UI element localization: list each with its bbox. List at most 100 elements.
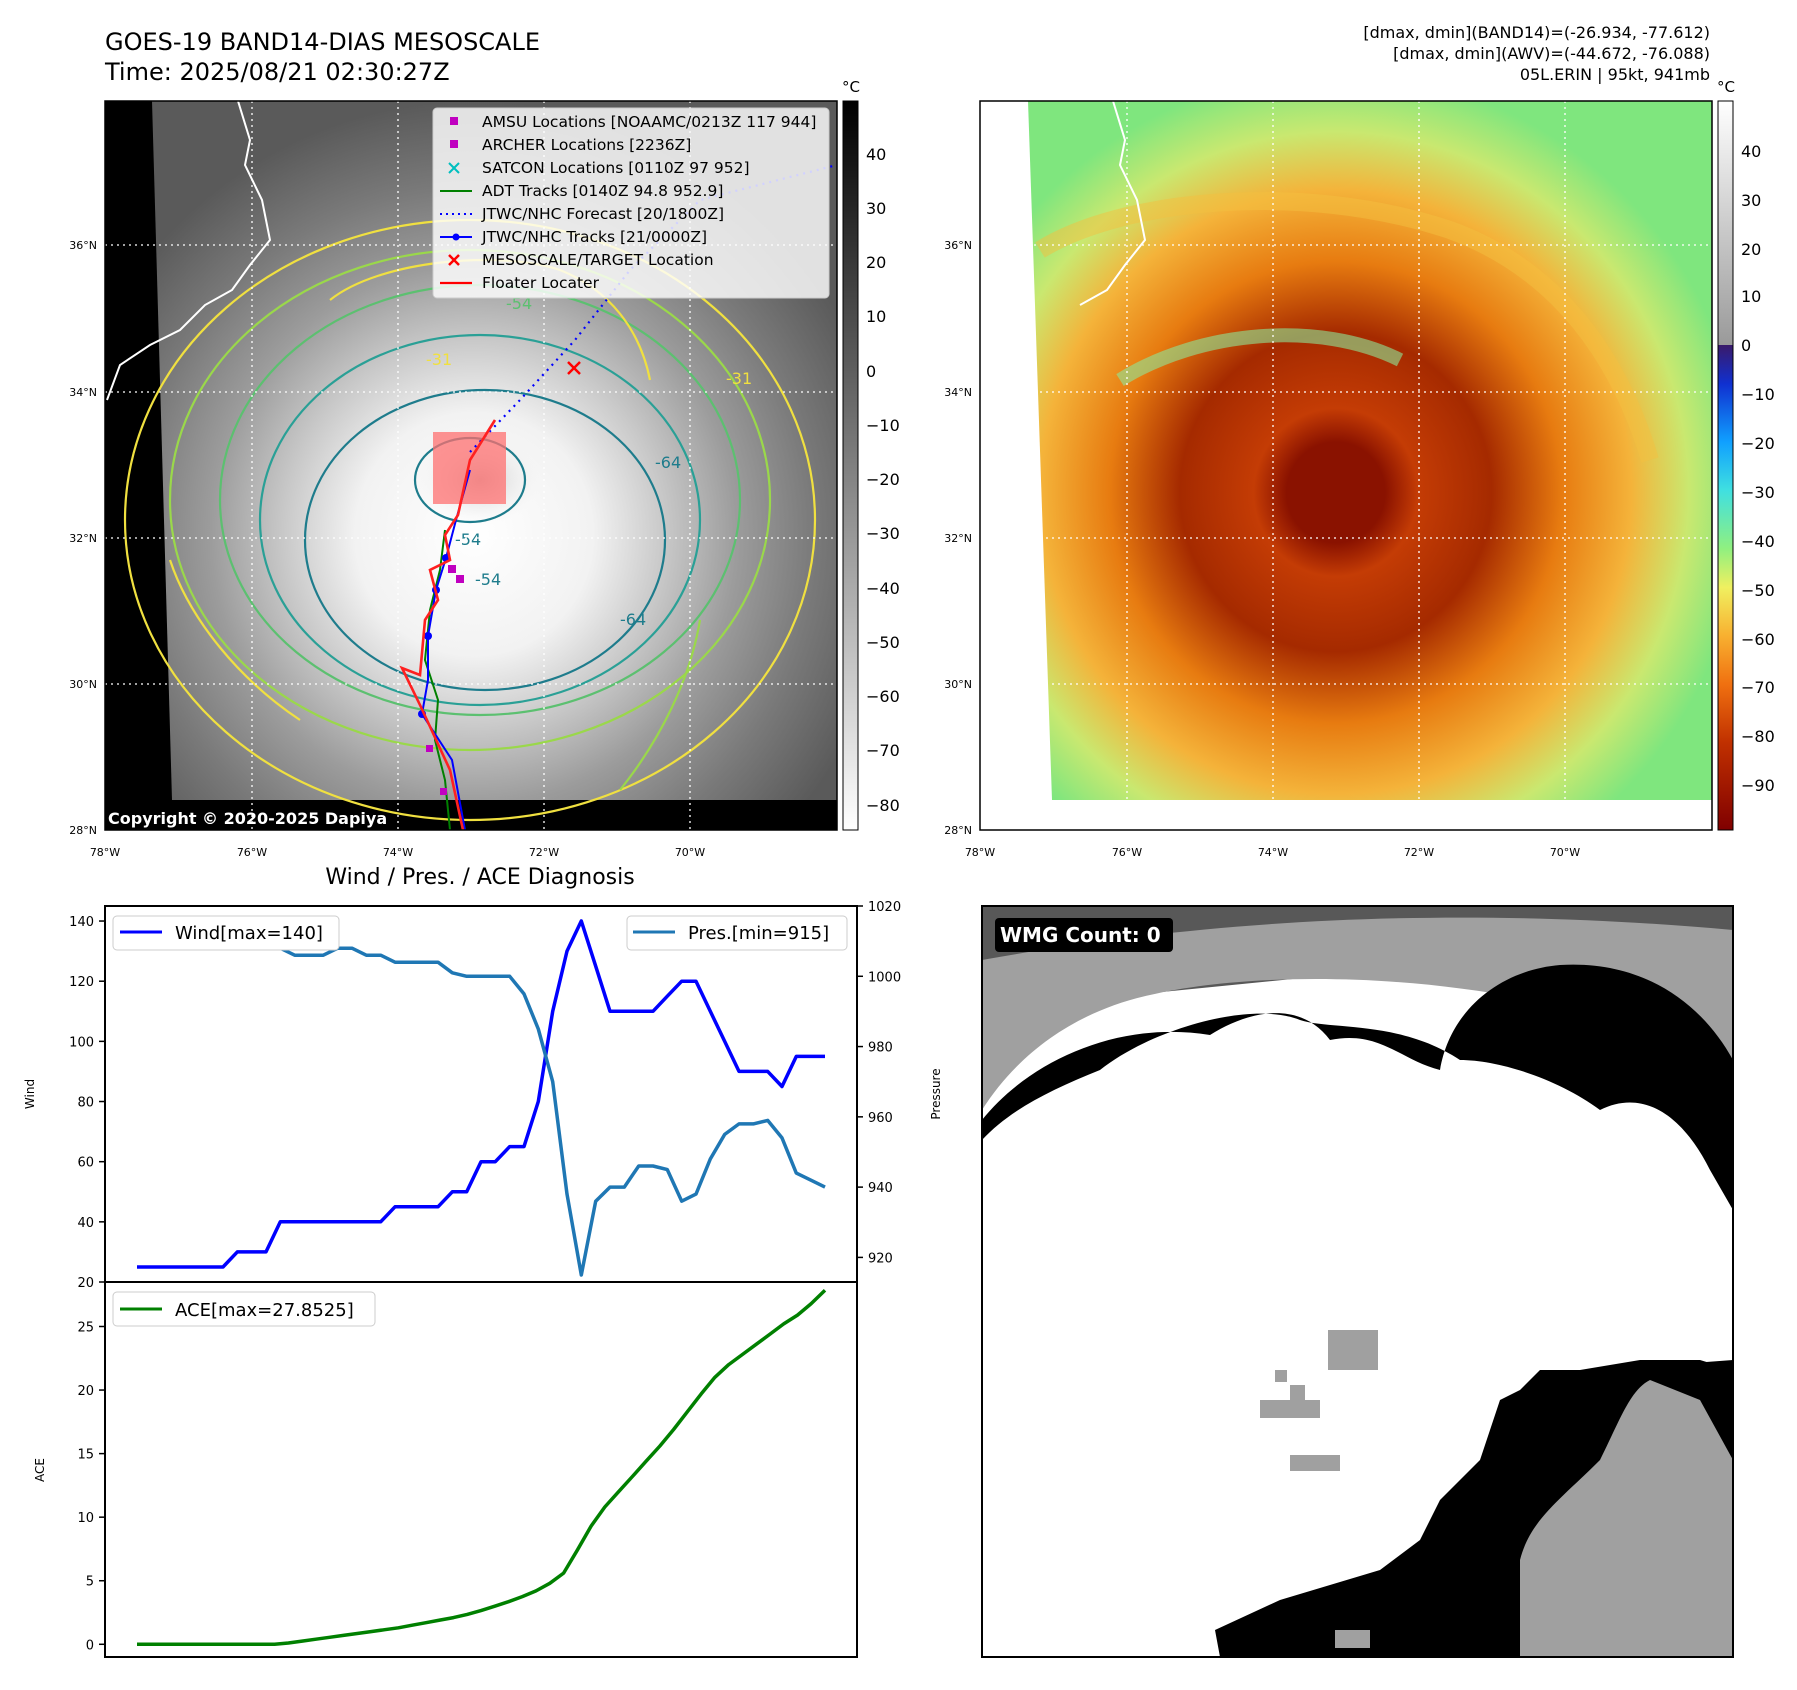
svg-text:78°W: 78°W: [90, 846, 120, 859]
svg-text:-31: -31: [426, 350, 452, 369]
svg-text:°C: °C: [1717, 78, 1735, 96]
pressure-series-line: [137, 921, 826, 1277]
ace-axis-label: ACE: [33, 1458, 47, 1482]
wind-tick-label: 60: [77, 1156, 94, 1171]
map-legend: AMSU Locations [NOAAMC/0213Z 117 944] AR…: [432, 107, 830, 299]
pressure-tick-label: 940: [868, 1181, 893, 1196]
wind-tick-label: 20: [77, 1276, 94, 1291]
svg-text:72°W: 72°W: [529, 846, 559, 859]
archer-markers: [426, 565, 464, 795]
pressure-tick-label: 1000: [868, 970, 901, 985]
wmg-gray-patch: [1290, 1455, 1340, 1471]
figure-title-line2: Time: 2025/08/21 02:30:27Z: [104, 58, 450, 86]
svg-text:-54: -54: [455, 530, 481, 549]
svg-text:36°N: 36°N: [69, 239, 97, 252]
awv-colorbar: °C 40 30 20 10 0 −10 −20 −30 −40 −50 −60…: [1717, 78, 1775, 831]
awv-cb-tick: −60: [1741, 630, 1775, 649]
svg-text:30°N: 30°N: [69, 678, 97, 691]
ir-cb-tick: −50: [866, 633, 900, 652]
awv-cb-tick: −90: [1741, 776, 1775, 795]
ace-legend-label: ACE[max=27.8525]: [175, 1300, 354, 1321]
legend-satcon: SATCON Locations [0110Z 97 952]: [482, 159, 750, 177]
svg-text:78°W: 78°W: [965, 846, 995, 859]
svg-text:34°N: 34°N: [69, 386, 97, 399]
pressure-tick-label: 920: [868, 1251, 893, 1266]
left-map-lat-labels: 36°N 34°N 32°N 30°N 28°N: [69, 239, 97, 837]
svg-text:-64: -64: [620, 610, 646, 629]
legend-jtwc-tracks: JTWC/NHC Tracks [21/0000Z]: [481, 228, 707, 246]
wmg-panel: WMG Count: 0: [981, 905, 1734, 1658]
wmg-count-box: [995, 918, 1173, 952]
svg-text:28°N: 28°N: [69, 824, 97, 837]
wmg-gray-patch: [1328, 1330, 1378, 1370]
svg-text:-31: -31: [726, 369, 752, 388]
floater-locater-track: [399, 419, 497, 830]
coastline: [1079, 101, 1147, 306]
info-line3: 05L.ERIN | 95kt, 941mb: [1520, 65, 1710, 84]
wind-axis-label: Wind: [23, 1079, 37, 1109]
awv-cb-tick: −30: [1741, 483, 1775, 502]
map-gridlines: [980, 101, 1712, 830]
svg-text:32°N: 32°N: [944, 532, 972, 545]
pressure-legend-label: Pres.[min=915]: [688, 923, 829, 944]
svg-text:30°N: 30°N: [944, 678, 972, 691]
wind-tick-label: 80: [77, 1096, 94, 1111]
contour-labels: -54 -31 -31 -64 -54 -54 -64: [426, 294, 752, 629]
svg-text:34°N: 34°N: [944, 386, 972, 399]
adt-track: [423, 529, 451, 830]
awv-cb-tick: −80: [1741, 727, 1775, 746]
legend-amsu: AMSU Locations [NOAAMC/0213Z 117 944]: [482, 113, 816, 131]
svg-text:28°N: 28°N: [944, 824, 972, 837]
wmg-top-black-band: [982, 964, 1733, 1210]
ace-tick-label: 10: [77, 1511, 94, 1526]
svg-text:-54: -54: [506, 294, 532, 313]
ace-tick-label: 25: [77, 1320, 94, 1335]
ir-cb-tick: −60: [866, 687, 900, 706]
ace-tick-label: 5: [86, 1575, 94, 1590]
ir-cb-tick: 10: [866, 307, 886, 326]
ace-tick-label: 15: [77, 1448, 94, 1463]
legend-floater: Floater Locater: [482, 274, 600, 292]
awv-cb-tick: −20: [1741, 434, 1775, 453]
svg-text:-54: -54: [475, 570, 501, 589]
awv-cb-tick: −40: [1741, 532, 1775, 551]
ace-series-line: [137, 1289, 827, 1647]
svg-text:72°W: 72°W: [1404, 846, 1434, 859]
ir-map-panel: -54 -31 -31 -64 -54 -54 -64: [69, 100, 838, 859]
svg-text:76°W: 76°W: [237, 846, 267, 859]
wind-tick-label: 120: [69, 975, 94, 990]
wmg-count-label: WMG Count: 0: [1000, 923, 1161, 947]
wind-pressure-chart: Wind Pressure 20 40 60 80 100 120 140 920 940 96…: [23, 900, 943, 1291]
awv-cb-tick: 0: [1741, 336, 1751, 355]
diagnosis-title: Wind / Pres. / ACE Diagnosis: [325, 865, 634, 890]
svg-text:°C: °C: [842, 78, 860, 96]
pressure-tick-label: 960: [868, 1111, 893, 1126]
legend-forecast: JTWC/NHC Forecast [20/1800Z]: [481, 205, 724, 223]
legend-adt: ADT Tracks [0140Z 94.8 952.9]: [482, 182, 723, 200]
wind-legend: Wind[max=140]: [112, 915, 340, 951]
wmg-gray-patch: [1275, 1370, 1287, 1382]
ir-cb-tick: 30: [866, 199, 886, 218]
ace-tick-label: 0: [86, 1638, 94, 1653]
wmg-gray-patch: [1290, 1385, 1305, 1400]
awv-cb-tick: 40: [1741, 142, 1761, 161]
svg-text:70°W: 70°W: [675, 846, 705, 859]
wmg-gray-patch: [1335, 1630, 1370, 1648]
awv-cb-tick: 20: [1741, 240, 1761, 259]
svg-text:74°W: 74°W: [1258, 846, 1288, 859]
legend-mesoscale: MESOSCALE/TARGET Location: [482, 251, 714, 269]
wind-tick-label: 140: [69, 915, 94, 930]
ir-cb-tick: 0: [866, 362, 876, 381]
ace-chart: ACE 0 5 10 15 20 25 ACE[max=27.8525]: [33, 1281, 858, 1658]
right-map-lon-labels: 78°W 76°W 74°W 72°W 70°W: [965, 846, 1580, 859]
pressure-tick-label: 1020: [868, 900, 901, 915]
ace-tick-label: 20: [77, 1384, 94, 1399]
mesoscale-target-marker: [567, 361, 581, 375]
right-map-lat-labels: 36°N 34°N 32°N 30°N 28°N: [944, 239, 972, 837]
ir-cb-tick: −10: [866, 416, 900, 435]
svg-text:70°W: 70°W: [1550, 846, 1580, 859]
pressure-tick-label: 980: [868, 1041, 893, 1056]
wmg-top-mid-band: [982, 917, 1733, 1110]
ir-cb-tick: −40: [866, 579, 900, 598]
